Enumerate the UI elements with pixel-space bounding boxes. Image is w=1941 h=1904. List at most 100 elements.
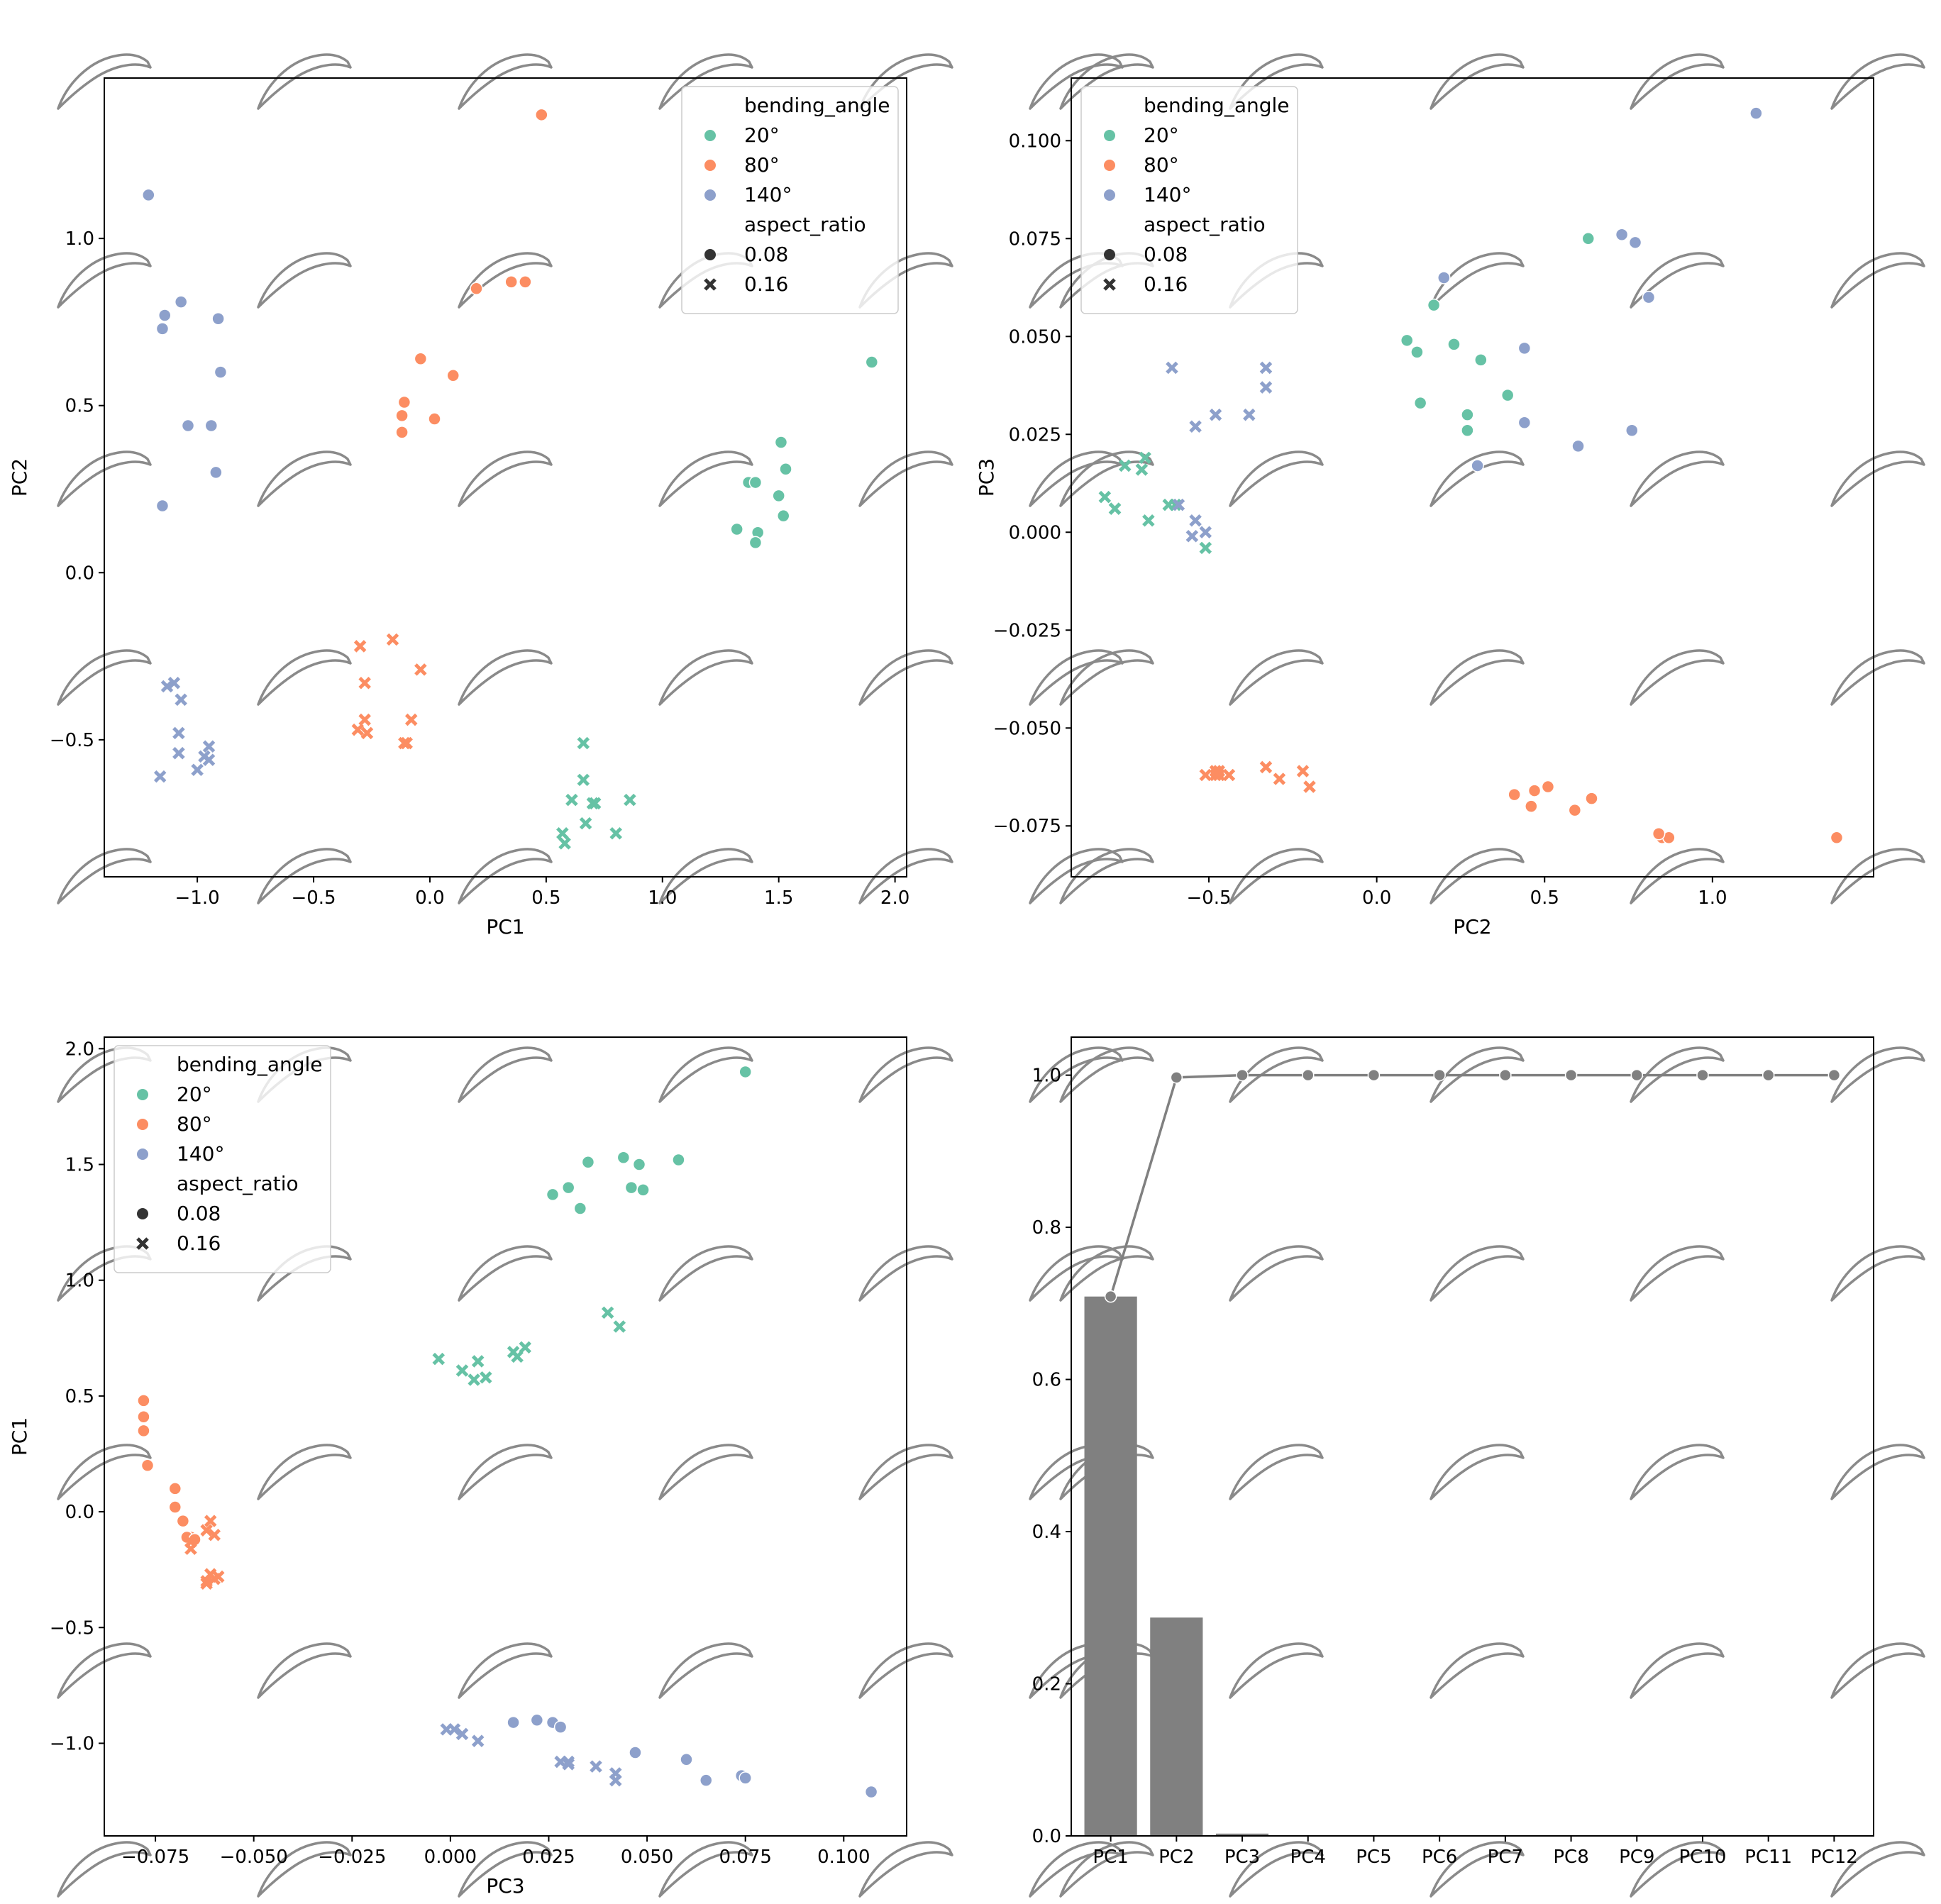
scatter-point-circle [504,275,518,289]
scatter-point-circle [1427,298,1441,312]
scatter-point-x [455,1364,469,1377]
x-tick-label: 0.050 [621,1847,673,1868]
axes-frame [104,1036,907,1837]
legend-hue-title: bending_angle [1144,94,1290,117]
legend-hue-title: bending_angle [177,1053,323,1076]
scatter-point-circle [174,295,188,309]
scatter-point-x [468,1373,480,1386]
x-tick-label: 0.5 [1530,887,1559,909]
scatter-point-x [358,676,371,690]
legend-hue-title: bending_angle [744,94,890,117]
scatter-point-circle [779,462,792,476]
y-tick-label: 0.4 [1032,1522,1061,1543]
scatter-point-circle [507,1715,520,1729]
cumulative-point [1433,1068,1446,1082]
scatter-pc1-pc2-panel: −1.0 −0.5 0.0 0.5 1.0 1.5 2.0 −0.5 0.0 0.5 1.0 PC1 P… [8,77,909,939]
x-tick-label: 0.025 [522,1847,575,1868]
cumulative-point [1301,1068,1315,1082]
cumulative-path [1109,1073,1835,1297]
y-tick-label: 1.0 [65,228,94,250]
scatter-point-circle [864,1785,878,1799]
scatter-point-x [1199,768,1212,782]
scatter-point-circle [176,1514,190,1528]
legend-style-label: 0.08 [177,1202,221,1225]
scatter-point-circle [1527,784,1542,797]
scatter-point-circle [414,352,428,365]
y-tick-label: 0.100 [1009,131,1061,152]
variance-bar [1084,1296,1137,1836]
legend-hue-marker [137,1089,148,1100]
legend-hue-label: 80° [177,1112,212,1136]
scatter-point-circle [699,1773,713,1787]
scatter-point-circle [214,365,228,379]
scatter-point-x [1139,451,1151,465]
scatter-point-x [404,713,418,726]
cumulative-point [1499,1068,1512,1082]
scatter-point-circle [209,465,223,480]
scatter-point-circle [157,309,172,322]
cumulative-point [1170,1071,1183,1084]
scatter-point-circle [739,1771,752,1785]
scatter-point-x [167,676,181,690]
scatter-point-x [556,826,569,840]
y-tick-label: 0.5 [65,396,94,417]
legend-box [681,86,899,314]
y-tick-label: −0.025 [993,620,1061,641]
x-tick-label: 1.5 [764,887,793,909]
variance-bar [1215,1833,1269,1836]
legend-style-title: aspect_ratio [744,213,866,236]
scatter-point-x [590,1760,602,1773]
category-label: PC4 [1290,1847,1326,1868]
scatter-point-x [1222,768,1236,782]
y-tick-label: 0.0 [65,1502,94,1523]
scatter-point-circle [181,419,195,433]
scatter-point-x [202,740,216,753]
scatter-point-x [519,1341,531,1354]
scatter-point-x [1209,765,1222,777]
variance-bars [1084,1296,1400,1836]
scatter-point-x [208,1528,221,1542]
scatter-point-x [1296,765,1310,777]
scatter-pc3-pc1-panel: −0.075 −0.050 −0.025 0.000 0.025 0.050 0.075 0.… [8,1036,907,1898]
legend: bending_angle 20° 80° 140° aspect_ratio 0.08 0… [1080,86,1298,314]
scatter-point-x [588,797,602,810]
legend-style-label: 0.08 [744,243,788,266]
legend-box [114,1045,331,1273]
variance-bar [1150,1617,1203,1836]
scatter-point-circle [140,1459,155,1473]
legend-hue-marker [704,130,716,141]
scatter-point-circle [519,275,532,289]
scatter-point-x [212,1570,225,1583]
y-tick-label: 0.0 [65,563,94,584]
y-tick-label: 1.0 [1032,1066,1061,1087]
scatter-point-x [1199,526,1212,539]
x-tick-label: −0.075 [121,1847,189,1868]
scatter-point-x [1189,514,1202,527]
y-axis-label: PC3 [975,458,998,497]
cumulative-point [1762,1068,1775,1082]
x-tick-label: 1.0 [1698,887,1727,909]
scatter-point-circle [632,1158,646,1171]
scatter-point-x [351,723,365,736]
x-axis-label: PC3 [486,1874,524,1898]
scatter-point-circle [446,369,460,382]
scatter-point-x [191,763,204,777]
y-axis-label: PC1 [8,1417,31,1456]
scatter-point-x [1185,530,1199,543]
scatter-point-circle [1413,396,1427,410]
scatter-point-circle [1541,780,1555,794]
scatter-point-x [1118,459,1132,472]
scatter-point-circle [1517,416,1532,429]
category-label: PC8 [1553,1847,1588,1868]
y-tick-label: 0.075 [1009,228,1061,250]
scatter-point-circle [397,395,411,409]
x-tick-label: −0.5 [291,887,336,909]
legend-hue-label: 20° [1144,123,1179,147]
scatter-point-circle [211,311,225,326]
scatter-point-circle [395,426,409,439]
legend-style-title: aspect_ratio [177,1172,299,1195]
legend-hue-label: 20° [744,123,780,147]
scatter-point-x [353,640,367,653]
scatter-point-x [1166,361,1178,375]
